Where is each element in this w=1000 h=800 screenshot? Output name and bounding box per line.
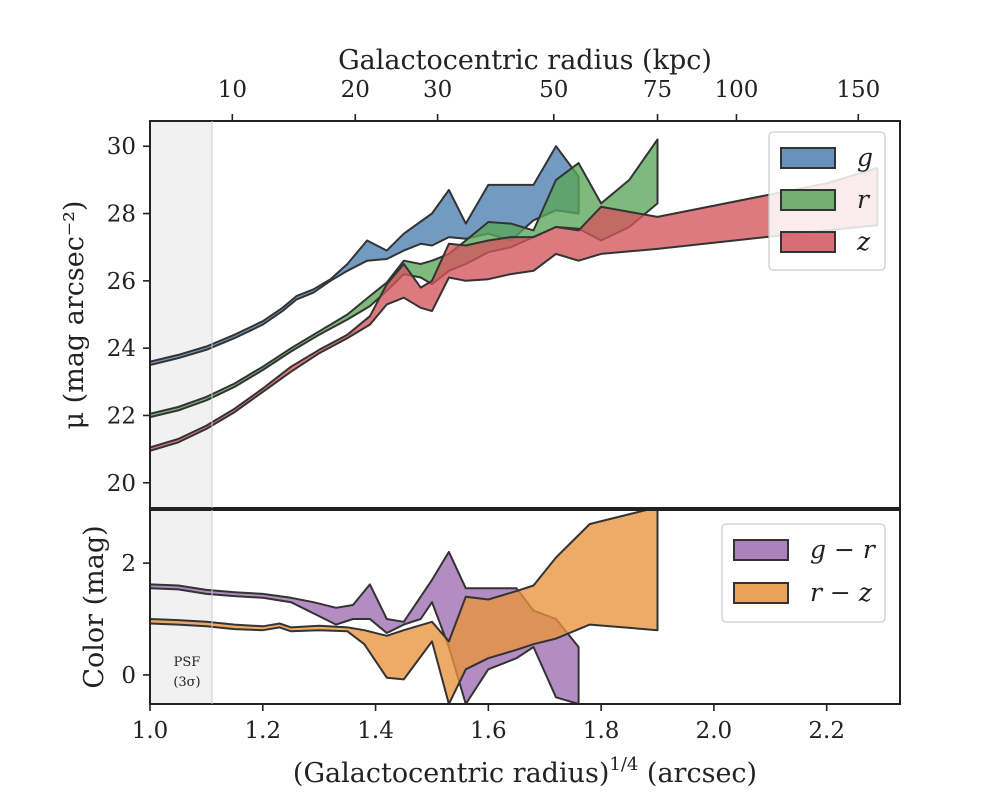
bottom-y-axis-title: Color (mag) bbox=[79, 525, 110, 688]
surface-brightness-areas bbox=[150, 138, 879, 452]
x-tick-label: 1.2 bbox=[244, 718, 281, 744]
legend-swatch bbox=[780, 231, 836, 253]
y-tick-label: 30 bbox=[107, 134, 136, 160]
x-tick-label: 1.4 bbox=[357, 718, 394, 744]
color-areas bbox=[150, 510, 659, 704]
kpc-tick-label: 150 bbox=[836, 77, 880, 103]
top-x-ticks-kpc: 10 20 30 50 75 100 150 bbox=[218, 77, 880, 121]
y-tick-label: 22 bbox=[107, 403, 136, 429]
bottom-x-axis-title: (Galactocentric radius)1/4 (arcsec) bbox=[293, 754, 757, 789]
y-tick-label: 0 bbox=[121, 663, 136, 689]
legend-label: g − r bbox=[810, 535, 877, 564]
legend-swatch bbox=[733, 582, 789, 604]
area-series-r bbox=[150, 138, 659, 419]
top-panel-frame bbox=[149, 120, 901, 509]
kpc-tick-label: 75 bbox=[643, 77, 672, 103]
kpc-tick-label: 30 bbox=[423, 77, 452, 103]
kpc-tick-label: 10 bbox=[218, 77, 247, 103]
top-x-axis-title: Galactocentric radius (kpc) bbox=[338, 45, 712, 76]
x-tick-label: 2.2 bbox=[808, 718, 845, 744]
y-tick-label: 2 bbox=[121, 551, 136, 577]
legend-label: r − z bbox=[810, 578, 873, 607]
x-tick-label: 1.0 bbox=[132, 718, 169, 744]
bottom-x-ticks: 1.0 1.2 1.4 1.6 1.8 2.0 2.2 bbox=[132, 704, 845, 744]
y-tick-label: 26 bbox=[107, 269, 136, 295]
color-panel: 02 1.0 1.2 1.4 1.6 1.8 2.0 2.2 g − rr − z PSF … bbox=[121, 509, 901, 744]
x-tick-label: 2.0 bbox=[696, 718, 733, 744]
top-legend: grz bbox=[768, 131, 886, 271]
kpc-tick-label: 100 bbox=[715, 77, 759, 103]
top-y-axis-title: μ (mag arcsec⁻²) bbox=[59, 201, 90, 430]
kpc-tick-label: 50 bbox=[539, 77, 568, 103]
bottom-panel-frame bbox=[149, 509, 901, 705]
x-tick-label: 1.8 bbox=[583, 718, 620, 744]
legend-label: g bbox=[857, 143, 873, 172]
y-tick-label: 28 bbox=[107, 202, 136, 228]
psf-sigma-label: (3σ) bbox=[173, 675, 200, 690]
psf-label: PSF bbox=[174, 655, 201, 670]
area-series-rz bbox=[150, 510, 659, 704]
kpc-tick-label: 20 bbox=[341, 77, 370, 103]
legend-swatch bbox=[780, 147, 836, 169]
surface-brightness-panel: 20 22 24 26 28 30 10 20 30 50 75 100 150 grz bbox=[107, 77, 901, 509]
bottom-y-ticks: 02 bbox=[121, 551, 150, 689]
legend-label: r bbox=[857, 185, 871, 214]
psf-shaded-region bbox=[150, 121, 213, 508]
y-tick-label: 20 bbox=[107, 471, 136, 497]
legend-swatch bbox=[780, 189, 836, 211]
psf-shaded-region bbox=[150, 510, 213, 704]
y-tick-label: 24 bbox=[107, 336, 136, 362]
legend-label: z bbox=[856, 227, 871, 256]
top-y-ticks: 20 22 24 26 28 30 bbox=[107, 134, 150, 497]
bottom-legend: g − r r − z bbox=[721, 523, 886, 623]
legend-swatch bbox=[733, 539, 789, 561]
x-tick-label: 1.6 bbox=[470, 718, 507, 744]
